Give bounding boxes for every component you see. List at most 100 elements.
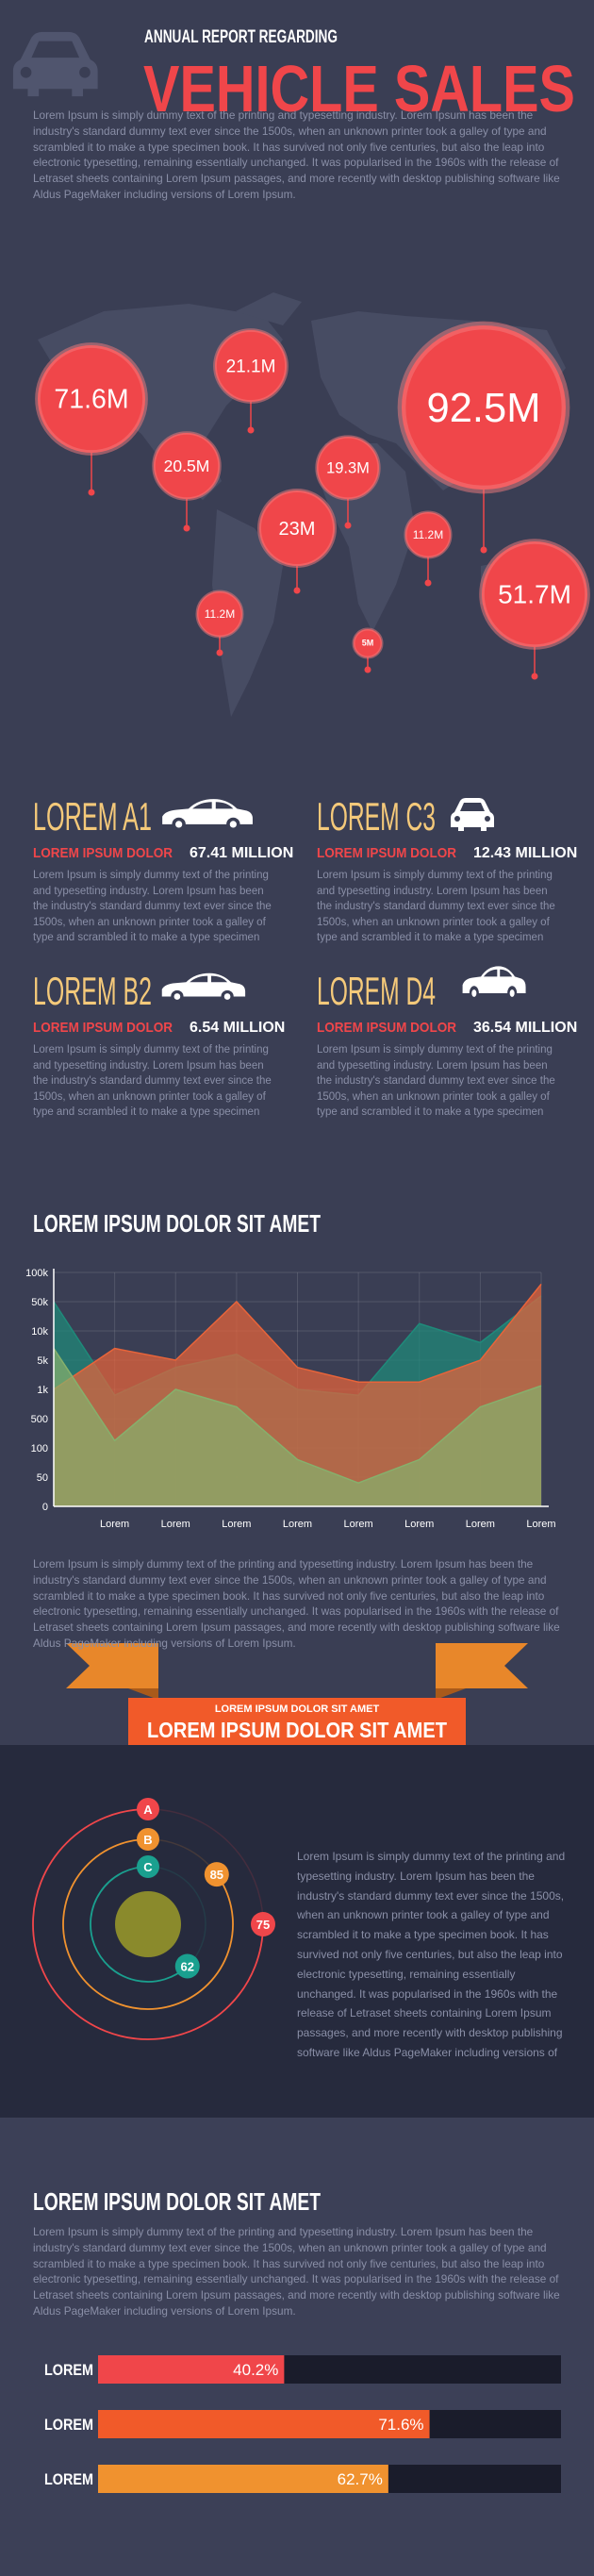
bubble-label: 20.5M [164, 457, 210, 475]
x-tick-label: Lorem [344, 1519, 373, 1530]
bar-value-label: 71.6% [378, 2416, 423, 2434]
bubble [152, 431, 222, 501]
header-kicker: ANNUAL REPORT REGARDING [144, 27, 338, 47]
bottom-section [0, 2118, 594, 2576]
card-text: Lorem Ipsum is simply dummy text of the … [317, 1044, 555, 1119]
bubble-dot [531, 673, 538, 680]
x-tick-label: Lorem [404, 1519, 434, 1530]
bars-text: Lorem Ipsum is simply dummy text of the … [33, 2225, 560, 2318]
orbit-name: B [143, 1833, 152, 1847]
bubble [397, 321, 570, 494]
orbit-name: A [143, 1803, 153, 1817]
orbit-core [115, 1891, 181, 1957]
bubble-label: 11.2M [205, 607, 235, 621]
card-label: LOREM IPSUM DOLOR [317, 845, 456, 861]
orbit-text: Lorem Ipsum is simply dummy text of the … [297, 1850, 566, 2059]
bar-value-label: 62.7% [338, 2470, 383, 2488]
bubble-label: 21.1M [226, 357, 276, 376]
bubble-label: 19.3M [326, 460, 370, 477]
orbit-value: 85 [210, 1868, 223, 1882]
bubble-dot [344, 522, 352, 529]
area-line [53, 1283, 542, 1390]
orbit-value: 62 [181, 1959, 194, 1973]
header-car-icon [12, 31, 98, 97]
banner-small: LOREM IPSUM DOLOR SIT AMET [215, 1703, 380, 1715]
bubble-dot [247, 426, 255, 434]
card-title: LOREM B2 [33, 969, 152, 1013]
orbit-arc [90, 1866, 189, 1983]
bubble-label: 71.6M [54, 385, 128, 415]
banner-ribbon [66, 1643, 528, 1745]
y-tick-label: 50k [31, 1297, 48, 1308]
bubble [257, 489, 337, 568]
bar-value-label: 40.2% [233, 2361, 278, 2379]
y-tick-label: 10k [31, 1326, 48, 1338]
x-tick-label: Lorem [283, 1519, 312, 1530]
x-tick-label: Lorem [100, 1519, 129, 1530]
card-text: Lorem Ipsum is simply dummy text of the … [33, 870, 272, 944]
bar-category: LOREM [44, 2470, 93, 2488]
bar-category: LOREM [44, 2416, 93, 2434]
bubble-label: 92.5M [427, 386, 541, 431]
header-text: Lorem Ipsum is simply dummy text of the … [33, 108, 560, 201]
bubble-label: 5M [362, 639, 374, 648]
area-line [53, 1348, 542, 1485]
orbit-end [251, 1912, 275, 1936]
bubble-dot [293, 587, 301, 594]
x-tick-label: Lorem [161, 1519, 190, 1530]
bubble [479, 539, 590, 650]
orbit-end [204, 1862, 229, 1887]
bubble-dot [183, 524, 190, 532]
bubble-dot [364, 666, 371, 673]
bubble-dot [424, 579, 432, 587]
orbit-name: C [143, 1860, 153, 1874]
bubble [35, 342, 148, 456]
dark-section [0, 1745, 594, 2118]
area-fill [54, 1348, 541, 1506]
bar-category: LOREM [44, 2361, 93, 2379]
orbit-arc [32, 1808, 264, 2040]
card-title: LOREM A1 [33, 794, 152, 839]
orbit-end [174, 1953, 200, 1979]
bubble-dot [88, 489, 95, 496]
bar [98, 2355, 285, 2384]
y-tick-label: 5k [37, 1355, 48, 1367]
bubble-dot [216, 649, 223, 656]
card-label: LOREM IPSUM DOLOR [33, 845, 173, 861]
bubble [195, 590, 244, 639]
card-title: LOREM D4 [317, 969, 436, 1013]
y-tick-label: 500 [31, 1414, 48, 1425]
chart-text: Lorem Ipsum is simply dummy text of the … [33, 1557, 560, 1650]
bubble [404, 510, 453, 559]
bubble-label: 23M [279, 519, 316, 540]
bubble [352, 627, 384, 659]
card-title: LOREM C3 [317, 794, 436, 839]
x-tick-label: Lorem [222, 1519, 251, 1530]
orbit-start [137, 1855, 159, 1878]
y-tick-label: 100 [31, 1443, 48, 1454]
card-label: LOREM IPSUM DOLOR [33, 1020, 173, 1036]
header-title: VEHICLE SALES [143, 52, 575, 125]
card-value: 12.43 MILLION [473, 845, 577, 861]
orbit-start [137, 1828, 159, 1851]
y-tick-label: 100k [25, 1268, 48, 1279]
car-icon [161, 972, 246, 1004]
x-tick-label: Lorem [466, 1519, 495, 1530]
y-tick-label: 1k [37, 1385, 48, 1396]
bubble-dot [480, 546, 487, 554]
car-icon [462, 966, 526, 1001]
x-tick-label: Lorem [526, 1519, 555, 1530]
chart-title: LOREM IPSUM DOLOR SIT AMET [33, 1209, 321, 1238]
card-label: LOREM IPSUM DOLOR [317, 1020, 456, 1036]
bubble [315, 435, 381, 501]
bar [98, 2410, 430, 2438]
bar [98, 2465, 388, 2493]
orbit-value: 75 [256, 1918, 270, 1932]
card-value: 36.54 MILLION [473, 1020, 577, 1036]
bubble [213, 328, 289, 404]
card-value: 67.41 MILLION [190, 845, 293, 861]
bars-title: LOREM IPSUM DOLOR SIT AMET [33, 2187, 321, 2216]
bubble-label: 51.7M [498, 580, 571, 609]
